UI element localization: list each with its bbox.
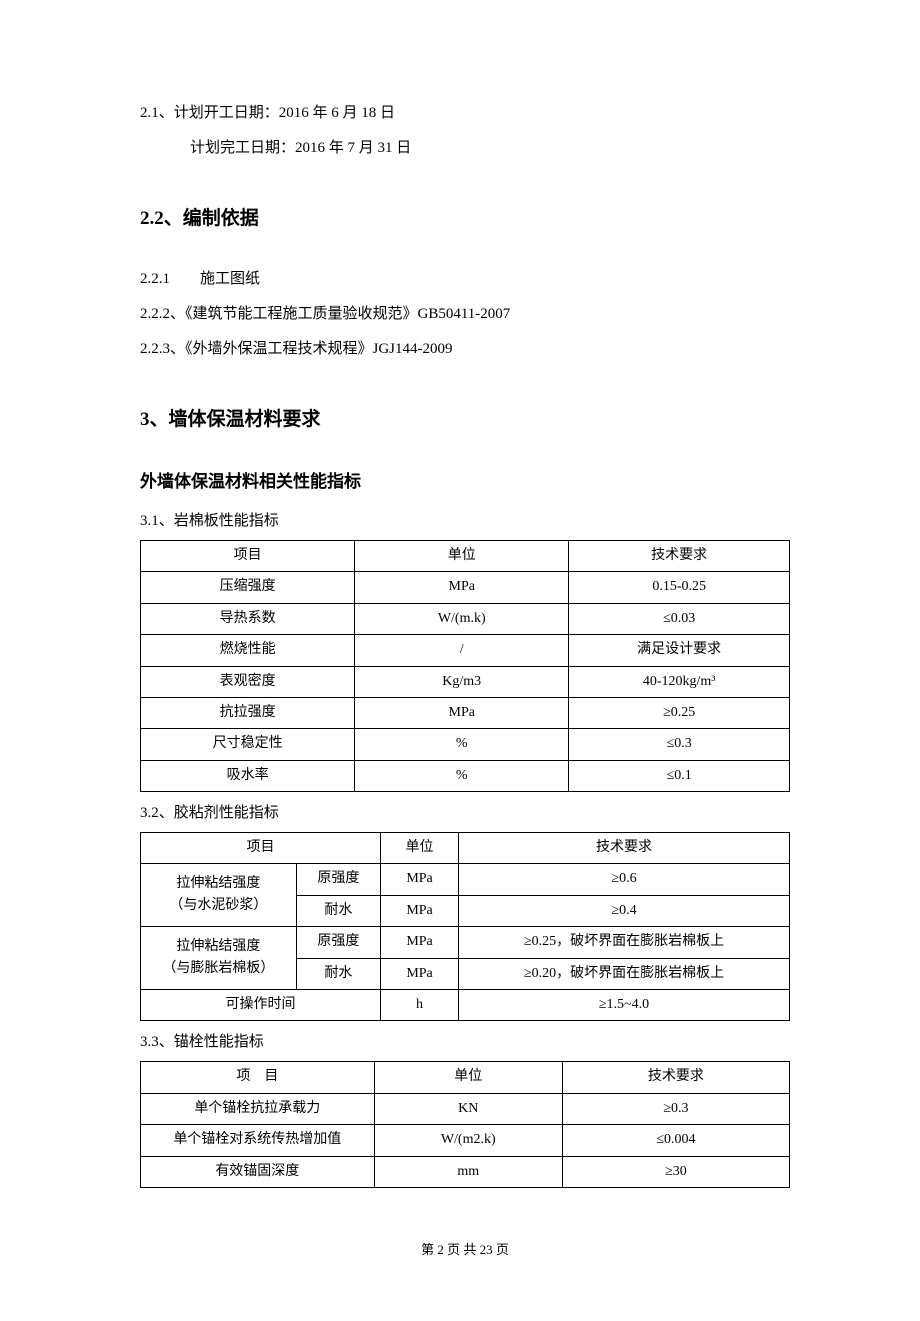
table-row: 拉伸粘结强度 （与膨胀岩棉板） 原强度 MPa ≥0.25，破坏界面在膨胀岩棉板… xyxy=(141,927,790,958)
cell: W/(m2.k) xyxy=(374,1125,562,1156)
cell: % xyxy=(355,760,569,791)
cell: MPa xyxy=(381,927,459,958)
table-row: 导热系数 W/(m.k) ≤0.03 xyxy=(141,603,790,634)
table-row: 有效锚固深度 mm ≥30 xyxy=(141,1156,790,1187)
cell: 尺寸稳定性 xyxy=(141,729,355,760)
header-cell: 项目 xyxy=(141,833,381,864)
basis-item-3: 2.2.3、《外墙外保温工程技术规程》JGJ144-2009 xyxy=(140,336,790,363)
cell: 拉伸粘结强度 （与膨胀岩棉板） xyxy=(141,927,297,990)
table-header-row: 项 目 单位 技术要求 xyxy=(141,1062,790,1093)
table-row: 尺寸稳定性 % ≤0.3 xyxy=(141,729,790,760)
cell-text: 目 xyxy=(264,1069,278,1084)
table-row: 吸水率 % ≤0.1 xyxy=(141,760,790,791)
cell: W/(m.k) xyxy=(355,603,569,634)
cell: mm xyxy=(374,1156,562,1187)
cell: ≥0.3 xyxy=(562,1093,789,1124)
cell-text: 拉伸粘结强度 xyxy=(176,876,260,891)
cell: ≤0.004 xyxy=(562,1125,789,1156)
cell: Kg/m3 xyxy=(355,666,569,697)
cell: ≥1.5~4.0 xyxy=(458,990,789,1021)
table-row: 压缩强度 MPa 0.15-0.25 xyxy=(141,572,790,603)
basis-item-1: 2.2.1 施工图纸 xyxy=(140,266,790,293)
cell: MPa xyxy=(355,697,569,728)
header-cell: 项目 xyxy=(141,540,355,571)
table-row: 抗拉强度 MPa ≥0.25 xyxy=(141,697,790,728)
cell: % xyxy=(355,729,569,760)
basis-item-2: 2.2.2、《建筑节能工程施工质量验收规范》GB50411-2007 xyxy=(140,301,790,328)
header-cell: 技术要求 xyxy=(562,1062,789,1093)
cell: MPa xyxy=(355,572,569,603)
cell-text: 项 xyxy=(236,1069,250,1084)
plan-start-date: 2.1、计划开工日期：2016 年 6 月 18 日 xyxy=(140,100,790,127)
table-row: 拉伸粘结强度 （与水泥砂浆） 原强度 MPa ≥0.6 xyxy=(141,864,790,895)
cell: / xyxy=(355,635,569,666)
table-row: 表观密度 Kg/m3 40-120kg/m³ xyxy=(141,666,790,697)
anchor-table: 项 目 单位 技术要求 单个锚栓抗拉承载力 KN ≥0.3 单个锚栓对系统传热增… xyxy=(140,1061,790,1188)
cell: 满足设计要求 xyxy=(569,635,790,666)
cell: ≥0.25，破坏界面在膨胀岩棉板上 xyxy=(458,927,789,958)
cell: 可操作时间 xyxy=(141,990,381,1021)
cell: 40-120kg/m³ xyxy=(569,666,790,697)
cell: 有效锚固深度 xyxy=(141,1156,375,1187)
plan-end-date: 计划完工日期：2016 年 7 月 31 日 xyxy=(140,135,790,162)
cell: MPa xyxy=(381,895,459,926)
cell: ≥0.6 xyxy=(458,864,789,895)
rock-wool-table: 项目 单位 技术要求 压缩强度 MPa 0.15-0.25 导热系数 W/(m.… xyxy=(140,540,790,792)
table1-label: 3.1、岩棉板性能指标 xyxy=(140,508,790,535)
cell: ≥0.20，破坏界面在膨胀岩棉板上 xyxy=(458,958,789,989)
cell: ≥30 xyxy=(562,1156,789,1187)
table-header-row: 项目 单位 技术要求 xyxy=(141,833,790,864)
cell: h xyxy=(381,990,459,1021)
cell: 耐水 xyxy=(296,895,380,926)
table-row: 单个锚栓对系统传热增加值 W/(m2.k) ≤0.004 xyxy=(141,1125,790,1156)
cell: 抗拉强度 xyxy=(141,697,355,728)
cell: ≤0.1 xyxy=(569,760,790,791)
header-cell: 技术要求 xyxy=(569,540,790,571)
page-footer: 第 2 页 共 23 页 xyxy=(140,1238,790,1261)
cell: 耐水 xyxy=(296,958,380,989)
cell: ≥0.25 xyxy=(569,697,790,728)
header-cell: 技术要求 xyxy=(458,833,789,864)
cell: ≤0.03 xyxy=(569,603,790,634)
table-header-row: 项目 单位 技术要求 xyxy=(141,540,790,571)
table2-label: 3.2、胶粘剂性能指标 xyxy=(140,800,790,827)
cell: 燃烧性能 xyxy=(141,635,355,666)
cell-text: 拉伸粘结强度 xyxy=(176,939,260,954)
cell-text: （与水泥砂浆） xyxy=(169,898,267,913)
header-cell: 单位 xyxy=(374,1062,562,1093)
table-row: 可操作时间 h ≥1.5~4.0 xyxy=(141,990,790,1021)
cell: 单个锚栓抗拉承载力 xyxy=(141,1093,375,1124)
cell: 导热系数 xyxy=(141,603,355,634)
cell: ≤0.3 xyxy=(569,729,790,760)
section-3-subheading: 外墙体保温材料相关性能指标 xyxy=(140,467,790,498)
table-row: 单个锚栓抗拉承载力 KN ≥0.3 xyxy=(141,1093,790,1124)
table3-label: 3.3、锚栓性能指标 xyxy=(140,1029,790,1056)
cell: 原强度 xyxy=(296,927,380,958)
cell: MPa xyxy=(381,958,459,989)
cell: 表观密度 xyxy=(141,666,355,697)
header-cell: 单位 xyxy=(355,540,569,571)
cell: ≥0.4 xyxy=(458,895,789,926)
header-cell: 单位 xyxy=(381,833,459,864)
cell: 压缩强度 xyxy=(141,572,355,603)
cell: MPa xyxy=(381,864,459,895)
adhesive-table: 项目 单位 技术要求 拉伸粘结强度 （与水泥砂浆） 原强度 MPa ≥0.6 耐… xyxy=(140,832,790,1021)
cell: 拉伸粘结强度 （与水泥砂浆） xyxy=(141,864,297,927)
cell: 0.15-0.25 xyxy=(569,572,790,603)
cell: 原强度 xyxy=(296,864,380,895)
table-row: 燃烧性能 / 满足设计要求 xyxy=(141,635,790,666)
section-22-heading: 2.2、编制依据 xyxy=(140,202,790,236)
cell-text: （与膨胀岩棉板） xyxy=(162,961,274,976)
section-3-heading: 3、墙体保温材料要求 xyxy=(140,403,790,437)
cell: 单个锚栓对系统传热增加值 xyxy=(141,1125,375,1156)
header-cell: 项 目 xyxy=(141,1062,375,1093)
cell: KN xyxy=(374,1093,562,1124)
cell: 吸水率 xyxy=(141,760,355,791)
